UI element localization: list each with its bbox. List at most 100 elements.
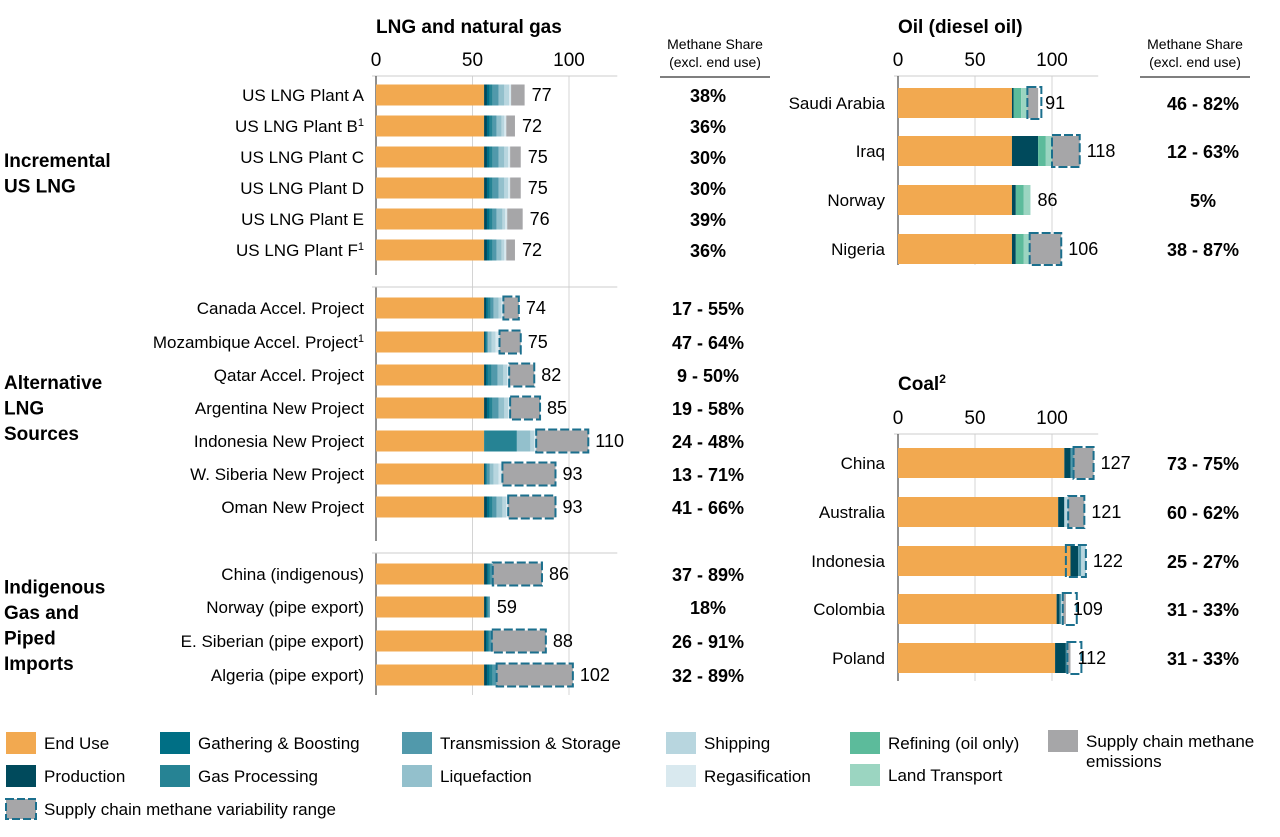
- bar-row: Canada Accel. Project 74 17 - 55%: [197, 295, 744, 321]
- bar-row: E. Siberian (pipe export) 88 26 - 91%: [181, 628, 744, 654]
- category-label: Australia: [819, 503, 886, 522]
- variability-range: [498, 329, 522, 355]
- methane-share-label: 38 - 87%: [1167, 240, 1239, 260]
- bar-segment-regasification: [498, 463, 503, 485]
- x-tick-label: 50: [462, 50, 483, 71]
- x-tick-label: 100: [1036, 408, 1068, 429]
- bar-segment-transmission: [1059, 594, 1062, 624]
- legend-label: Shipping: [704, 734, 770, 753]
- bar-segment-processing: [489, 496, 493, 518]
- bar-segment-liquefaction: [497, 364, 504, 386]
- total-value-label: 82: [541, 365, 561, 385]
- bar-segment-refining: [1015, 234, 1024, 264]
- bar-segment-production: [484, 208, 487, 230]
- bar-segment-end_use: [898, 185, 1012, 215]
- bar-segment-transmission: [1070, 448, 1074, 478]
- bar-segment-shipping: [530, 430, 535, 452]
- bar-segment-production: [484, 364, 487, 386]
- bar-segment-end_use: [376, 115, 485, 137]
- category-label: US LNG Plant A: [242, 86, 365, 105]
- bar-segment-end_use: [376, 463, 485, 485]
- legend-item-variability: Supply chain methane variability range: [5, 798, 336, 820]
- bar-segment-regasification: [508, 177, 511, 199]
- bar-segment-transmission: [492, 146, 499, 168]
- legend-item-processing: Gas Processing: [160, 765, 318, 787]
- bar-segment-production: [484, 596, 487, 618]
- bar-segment-production: [484, 115, 487, 137]
- share-header: Methane Share: [1147, 36, 1243, 52]
- total-value-label: 88: [553, 631, 573, 651]
- category-label: W. Siberia New Project: [190, 465, 364, 484]
- legend-item-shipping: Shipping: [666, 732, 770, 754]
- bar-segment-supply_chain: [1062, 594, 1066, 624]
- bar-segment-end_use: [898, 234, 1012, 264]
- bar-segment-land_transport: [1023, 234, 1030, 264]
- bar-segment-production: [1064, 448, 1071, 478]
- bar-segment-gathering: [485, 463, 487, 485]
- bar-segment-processing: [489, 84, 493, 106]
- bar-segment-gathering: [486, 84, 490, 106]
- category-label: Mozambique Accel. Project1: [153, 333, 364, 352]
- bar-row: US LNG Plant E 76 39%: [241, 208, 726, 230]
- bar-segment-end_use: [898, 88, 1012, 118]
- bar-row: Qatar Accel. Project 82 9 - 50%: [214, 362, 739, 388]
- bar-segment-processing: [487, 630, 490, 652]
- bar-segment-transmission: [492, 177, 499, 199]
- bar-segment-processing: [484, 430, 517, 452]
- bar-segment-production: [484, 84, 487, 106]
- chart-panel-2: Oil (diesel oil) 0 50 100 Methane Share (excl…: [789, 17, 1250, 266]
- bar-segment-gathering: [486, 630, 488, 652]
- legend-swatch: [666, 765, 696, 787]
- variability-range: [1028, 232, 1063, 266]
- bar-segment-production: [484, 331, 486, 353]
- category-label: US LNG Plant D: [240, 179, 364, 198]
- total-value-label: 93: [562, 464, 582, 484]
- bar-segment-liquefaction: [498, 397, 505, 419]
- bar-segment-liquefaction: [489, 463, 494, 485]
- legend-item-liquefaction: Liquefaction: [402, 765, 532, 787]
- bar-segment-transmission: [492, 84, 499, 106]
- bar-segment-transmission: [486, 463, 490, 485]
- methane-share-label: 47 - 64%: [672, 333, 744, 353]
- category-label: Indonesia: [811, 552, 885, 571]
- bar-segment-shipping: [503, 364, 508, 386]
- bar-segment-shipping: [504, 84, 510, 106]
- total-value-label: 118: [1087, 141, 1116, 161]
- total-value-label: 121: [1091, 502, 1121, 522]
- bar-segment-gathering: [486, 146, 490, 168]
- bar-segment-liquefaction: [496, 239, 502, 261]
- share-header: (excl. end use): [1149, 54, 1241, 70]
- bar-segment-liquefaction: [493, 297, 499, 319]
- methane-share-label: 25 - 27%: [1167, 552, 1239, 572]
- bar-row: Algeria (pipe export) 102 32 - 89%: [211, 662, 744, 688]
- bar-segment-supply_chain: [511, 84, 525, 106]
- bar-segment-shipping: [502, 208, 506, 230]
- variability-range: [1072, 446, 1095, 480]
- legend-item-land_transport: Land Transport: [850, 764, 1003, 786]
- variability-range: [495, 662, 574, 688]
- category-label: Iraq: [856, 142, 885, 161]
- legend-swatch: [160, 765, 190, 787]
- bar-segment-liquefaction: [498, 146, 505, 168]
- bar-segment-gathering: [485, 331, 487, 353]
- bar-segment-processing: [489, 208, 493, 230]
- bar-row: Australia 121 60 - 62%: [819, 495, 1239, 529]
- category-label: Qatar Accel. Project: [214, 366, 365, 385]
- bar-segment-supply_chain: [510, 177, 521, 199]
- total-value-label: 85: [547, 398, 567, 418]
- bar-segment-end_use: [376, 496, 485, 518]
- bar-row: Indonesia 122 25 - 27%: [811, 544, 1239, 578]
- bar-segment-shipping: [498, 297, 502, 319]
- variability-range: [1051, 134, 1081, 168]
- total-value-label: 112: [1077, 648, 1106, 668]
- bar-segment-transmission: [1078, 546, 1082, 576]
- legend-label: Refining (oil only): [888, 734, 1019, 753]
- bar-segment-shipping: [1081, 546, 1086, 576]
- bar-segment-supply_chain: [1073, 448, 1094, 478]
- total-value-label: 76: [530, 209, 550, 229]
- bar-segment-supply_chain: [491, 630, 546, 652]
- legend-swatch: [402, 732, 432, 754]
- bar-segment-end_use: [376, 331, 485, 353]
- total-value-label: 110: [595, 431, 624, 451]
